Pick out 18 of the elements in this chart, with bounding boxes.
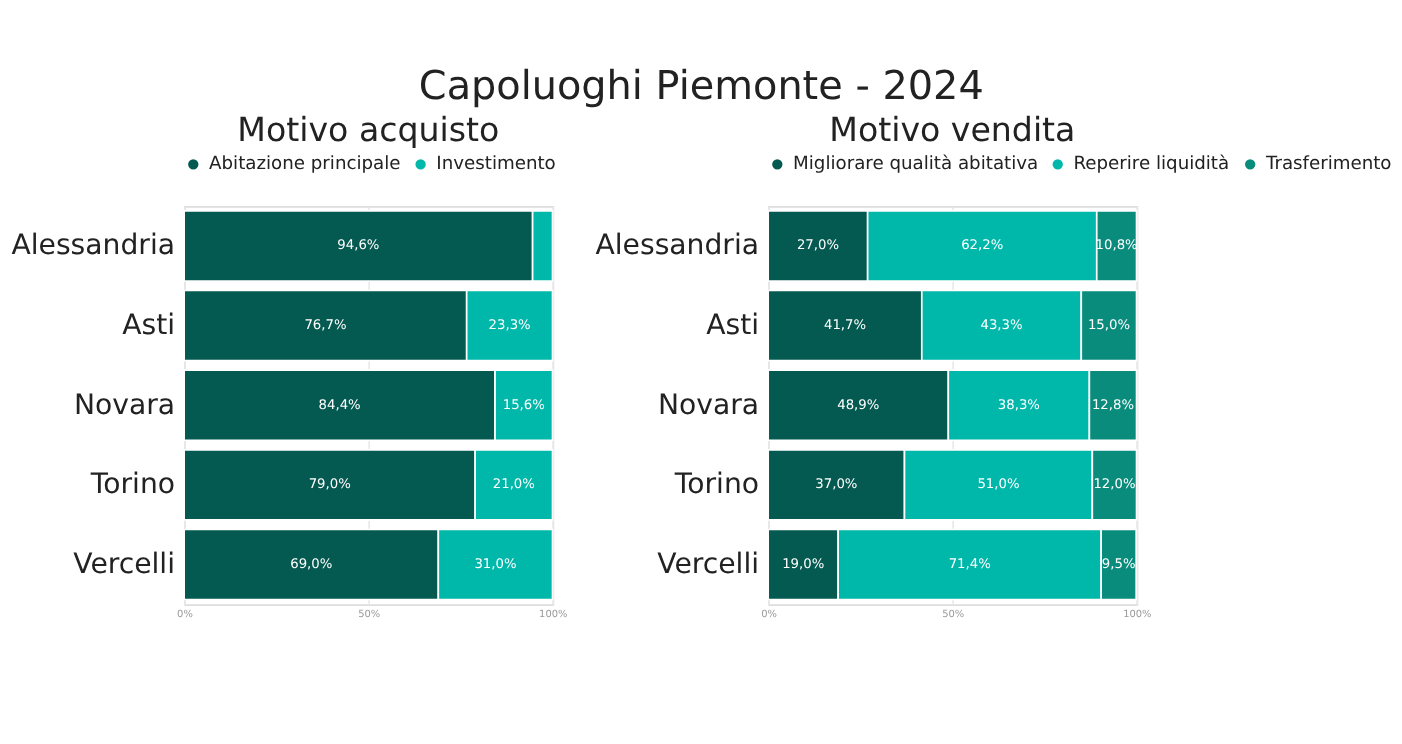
chart-title: Motivo acquisto xyxy=(237,111,500,150)
y-tick-label: Asti xyxy=(122,309,176,342)
legend-label: Migliorare qualità abitativa xyxy=(793,153,1039,176)
legend-label: Investimento xyxy=(436,155,557,176)
legend-label: Trasferimento xyxy=(1263,155,1393,176)
y-tick-label: Alessandria xyxy=(11,230,176,263)
y-tick-label: Torino xyxy=(672,469,760,502)
y-tick-label: Vercelli xyxy=(657,548,760,581)
legend-label: Reperire liquidità xyxy=(1073,153,1230,176)
y-tick-label: Novara xyxy=(657,389,760,422)
y-tick-label: Vercelli xyxy=(73,548,176,581)
text: Capoluoghi Piemonte - 2024 xyxy=(418,63,984,110)
y-tick-label: Asti xyxy=(706,309,760,342)
legend-label: Abitazione principale xyxy=(209,155,402,176)
y-tick-label: Novara xyxy=(73,389,176,422)
y-tick-label: Alessandria xyxy=(595,230,760,263)
y-tick-label: Torino xyxy=(88,469,176,502)
chart-title: Motivo vendita xyxy=(829,111,1076,150)
